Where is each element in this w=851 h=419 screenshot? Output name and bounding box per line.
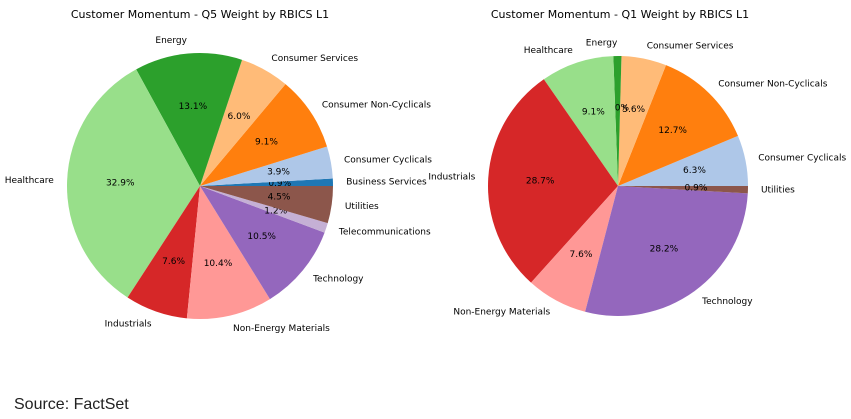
pie-slice xyxy=(186,186,270,319)
percent-label: 1.2% xyxy=(264,207,287,217)
slice-label: Utilities xyxy=(345,202,379,212)
pie-slice xyxy=(487,79,618,283)
percent-label: 6.3% xyxy=(683,166,706,176)
pie-slice xyxy=(618,135,748,186)
pie-slice xyxy=(200,186,325,300)
percent-label: 10.4% xyxy=(204,259,233,269)
pie-slice xyxy=(66,69,201,298)
slice-label: Utilities xyxy=(761,186,795,196)
slice-label: Consumer Non-Cyclicals xyxy=(718,80,827,90)
pie-slice xyxy=(618,56,667,187)
pie-slice xyxy=(585,186,748,316)
percent-label: 0.9% xyxy=(685,184,708,194)
chart-title: Customer Momentum - Q1 Weight by RBICS L… xyxy=(491,8,749,21)
percent-label: 1.0% xyxy=(606,104,629,114)
percent-label: 28.7% xyxy=(526,177,555,187)
slice-label: Technology xyxy=(312,274,364,284)
pie-slice xyxy=(543,56,618,187)
pie-slice xyxy=(200,59,286,186)
chart-title: Customer Momentum - Q5 Weight by RBICS L… xyxy=(71,8,329,21)
percent-label: 7.6% xyxy=(162,257,185,267)
percent-label: 7.6% xyxy=(570,250,593,260)
slice-label: Energy xyxy=(586,39,618,49)
percent-label: 32.9% xyxy=(106,178,135,188)
percent-label: 28.2% xyxy=(650,245,679,255)
slice-label: Technology xyxy=(701,297,753,307)
percent-label: 9.1% xyxy=(582,108,605,118)
slice-label: Consumer Non-Cyclicals xyxy=(322,100,431,110)
pie-slice xyxy=(127,186,200,319)
slice-label: Business Services xyxy=(346,177,427,187)
percent-label: 4.5% xyxy=(268,193,291,203)
slice-label: Healthcare xyxy=(524,46,574,56)
pie-slice xyxy=(200,178,333,186)
percent-label: 10.5% xyxy=(247,232,276,242)
pie-slice xyxy=(200,146,333,186)
slice-label: Telecommunications xyxy=(338,228,431,238)
percent-label: 5.6% xyxy=(622,105,645,115)
percent-label: 13.1% xyxy=(179,102,208,112)
slice-label: Non-Energy Materials xyxy=(453,307,550,317)
slice-label: Energy xyxy=(155,36,187,46)
slice-label: Industrials xyxy=(105,320,152,330)
slice-label: Industrials xyxy=(428,173,475,183)
pie-slice xyxy=(618,186,748,194)
source-note: Source: FactSet xyxy=(14,396,129,413)
percent-label: 9.1% xyxy=(255,137,278,147)
percent-label: 6.0% xyxy=(228,112,251,122)
pie-slice xyxy=(613,55,622,186)
percent-label: 3.9% xyxy=(267,167,290,177)
pie-slice xyxy=(136,53,243,187)
slice-label: Consumer Services xyxy=(271,54,358,64)
pie-slice xyxy=(200,84,328,186)
percent-label: 0.9% xyxy=(268,179,291,189)
slice-label: Consumer Cyclicals xyxy=(758,153,846,163)
slice-label: Consumer Cyclicals xyxy=(344,155,432,165)
slice-label: Consumer Services xyxy=(647,41,734,51)
pie-slice xyxy=(200,186,333,224)
percent-label: 12.7% xyxy=(658,126,687,136)
pie-slice xyxy=(531,186,618,312)
pie-slice xyxy=(618,65,738,186)
slice-label: Healthcare xyxy=(5,176,55,186)
pie-slice xyxy=(200,186,328,233)
slice-label: Non-Energy Materials xyxy=(233,324,330,334)
